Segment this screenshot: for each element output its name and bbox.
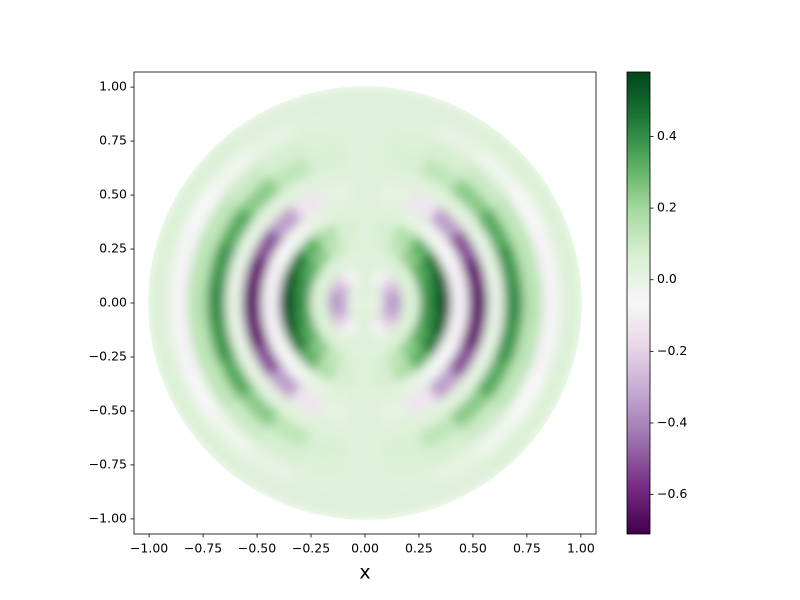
y-tick-label: 0.75: [99, 133, 127, 148]
heatmap-cell: [345, 424, 385, 445]
heatmap-cell: [345, 161, 385, 182]
heatmap-cell: [340, 459, 390, 482]
heatmap-cell: [340, 124, 390, 147]
heatmap-cell: [540, 276, 564, 330]
heatmap-cell: [348, 405, 382, 427]
heatmap-cell: [343, 143, 387, 165]
heatmap-cell: [467, 286, 489, 320]
heatmap-cell: [546, 327, 581, 388]
heatmap-cell: [241, 286, 263, 320]
colorbar-tick-label: 0.0: [657, 271, 677, 286]
x-tick-label: 1.00: [567, 541, 595, 556]
y-tick-label: −1.00: [89, 510, 127, 525]
heatmap-cell: [354, 357, 376, 375]
heatmap-cell: [449, 288, 471, 318]
heatmap-cell: [354, 231, 376, 249]
heatmap-cell: [186, 278, 209, 328]
heatmap-cell: [348, 179, 382, 201]
heatmap-cell: [503, 281, 525, 325]
heatmap-cell: [521, 278, 544, 328]
y-tick-label: 0.25: [99, 241, 127, 256]
heatmap-cell: [434, 290, 453, 316]
colorbar-tick-label: −0.2: [657, 343, 687, 358]
colorbar: [626, 71, 651, 535]
heatmap-cell: [293, 292, 311, 314]
y-tick-label: 0.50: [99, 187, 127, 202]
heatmap-cell: [350, 197, 380, 219]
y-tick-label: −0.75: [89, 456, 127, 471]
heatmap-cell: [352, 372, 378, 391]
heatmap-cell: [560, 273, 582, 333]
heatmap-cell: [223, 283, 244, 323]
x-axis-label: x: [359, 562, 370, 584]
heatmap-cell: [259, 288, 281, 318]
heatmap-cell: [343, 441, 387, 463]
colorbar-tick-label: 0.4: [657, 128, 677, 143]
colorbar-tick-label: −0.6: [657, 486, 687, 501]
heatmap-cell: [350, 387, 380, 409]
heatmap-cell: [277, 290, 296, 316]
y-tick-label: 1.00: [99, 79, 127, 94]
heatmap-cell: [486, 283, 507, 323]
colorbar-tick-label: −0.4: [657, 414, 687, 429]
y-tick-label: 0.00: [99, 295, 127, 310]
y-tick-label: −0.50: [89, 402, 127, 417]
heatmap-cell: [338, 478, 392, 502]
x-tick-label: 0.25: [405, 541, 433, 556]
heatmap-cell: [335, 498, 395, 520]
heatmap-cell: [352, 215, 378, 234]
y-tick-label: −0.25: [89, 348, 127, 363]
x-tick-label: 0.75: [513, 541, 541, 556]
heatmap-cell: [148, 273, 170, 333]
heatmap-cell: [338, 104, 392, 128]
colorbar-tick-label: 0.2: [657, 200, 677, 215]
heatmap-cell: [419, 292, 437, 314]
heatmap-cell: [205, 281, 227, 325]
heatmap: [148, 86, 582, 520]
x-tick-label: 0.50: [459, 541, 487, 556]
x-tick-label: −1.00: [130, 541, 168, 556]
x-tick-label: −0.50: [238, 541, 276, 556]
heatmap-cell: [166, 276, 190, 330]
x-tick-label: −0.25: [292, 541, 330, 556]
heatmap-cell: [335, 86, 395, 108]
x-tick-label: −0.75: [184, 541, 222, 556]
x-tick-label: 0.00: [351, 541, 379, 556]
